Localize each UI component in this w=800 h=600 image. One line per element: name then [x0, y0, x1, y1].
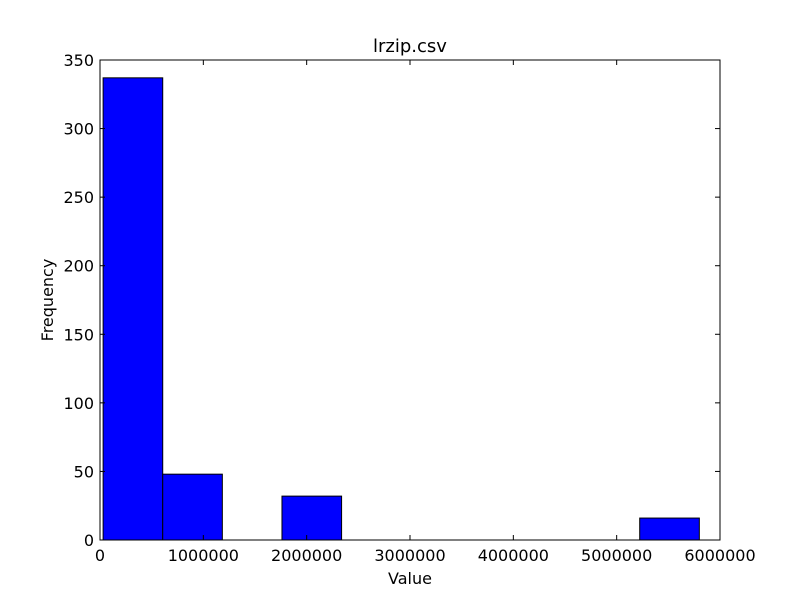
y-tick-label: 300 — [63, 120, 94, 139]
chart-title: lrzip.csv — [373, 36, 447, 57]
x-tick-label: 2000000 — [271, 546, 342, 565]
histogram-bar — [281, 495, 343, 541]
y-axis-label: Frequency — [38, 259, 57, 342]
y-tick-label: 50 — [74, 462, 94, 481]
histogram-bar — [639, 517, 700, 541]
x-tick-label: 6000000 — [684, 546, 755, 565]
x-tick-label: 3000000 — [374, 546, 445, 565]
x-tick-label: 1000000 — [168, 546, 239, 565]
plot-frame — [99, 59, 721, 541]
y-tick-label: 200 — [63, 257, 94, 276]
y-tick-label: 250 — [63, 188, 94, 207]
y-tick-label: 0 — [84, 531, 94, 550]
x-tick-label: 0 — [95, 546, 105, 565]
ticks-group: 0 1000000 2000000 3000000 4000000 5000000 6000… — [63, 51, 755, 565]
y-tick-label: 150 — [63, 325, 94, 344]
x-tick-label: 5000000 — [581, 546, 652, 565]
bars-group — [102, 77, 700, 541]
histogram-bar — [162, 473, 223, 541]
y-tick-label: 350 — [63, 51, 94, 70]
x-tick-label: 4000000 — [478, 546, 549, 565]
x-axis-label: Value — [388, 569, 432, 588]
y-tick-label: 100 — [63, 394, 94, 413]
histogram-bar — [102, 77, 164, 541]
